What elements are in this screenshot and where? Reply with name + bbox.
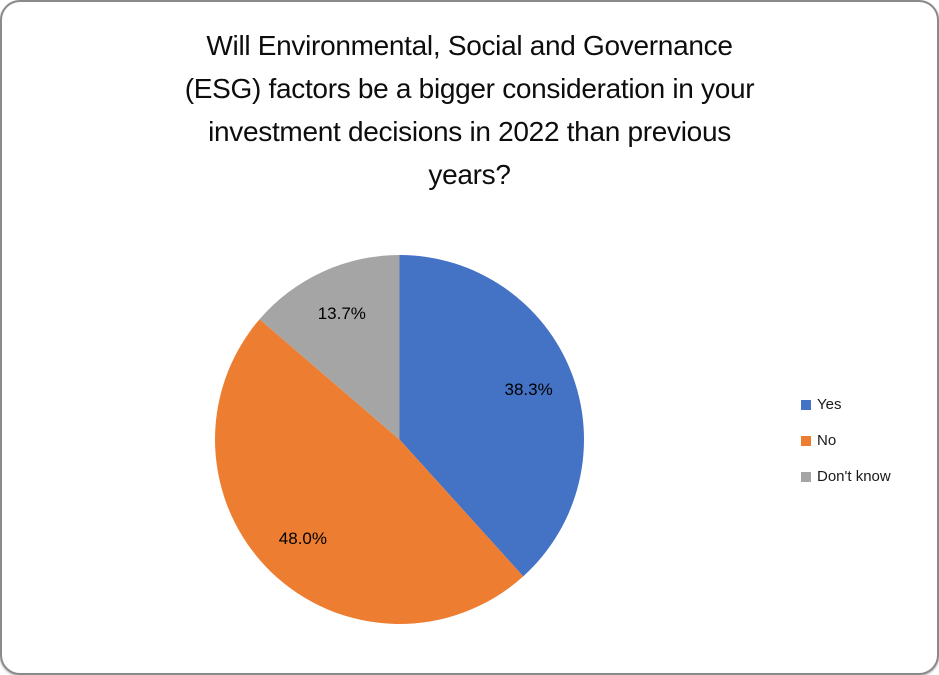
legend-label: No xyxy=(817,432,837,449)
legend-swatch-icon xyxy=(801,436,811,446)
pie-slice-no[interactable] xyxy=(215,319,524,624)
legend-item-no[interactable]: No xyxy=(801,432,891,449)
pie-data-label-no: 48.0% xyxy=(278,528,327,548)
legend-item-yes[interactable]: Yes xyxy=(801,396,891,413)
legend-swatch-icon xyxy=(801,472,811,482)
legend-label: Yes xyxy=(817,396,842,413)
pie-plot-area: 38.3% 48.0% 13.7% xyxy=(215,255,584,624)
legend: Yes No Don't know xyxy=(801,396,891,506)
pie-slice-don-t-know[interactable] xyxy=(259,255,400,440)
chart-title-line-4: years? xyxy=(428,159,511,190)
pie-data-label-don-t-know: 13.7% xyxy=(317,303,366,323)
chart-title-line-2: (ESG) factors be a bigger consideration … xyxy=(184,73,755,104)
chart-title-line-3: investment decisions in 2022 than previo… xyxy=(208,116,731,147)
chart-title: Will Environmental, Social and Governanc… xyxy=(2,24,937,196)
pie-slice-yes[interactable] xyxy=(399,255,584,577)
chart-title-line-1: Will Environmental, Social and Governanc… xyxy=(206,30,733,61)
pie-chart xyxy=(215,255,584,624)
legend-label: Don't know xyxy=(817,468,891,485)
pie-data-label-yes: 38.3% xyxy=(504,379,553,399)
legend-item-don-t-know[interactable]: Don't know xyxy=(801,468,891,485)
legend-swatch-icon xyxy=(801,400,811,410)
